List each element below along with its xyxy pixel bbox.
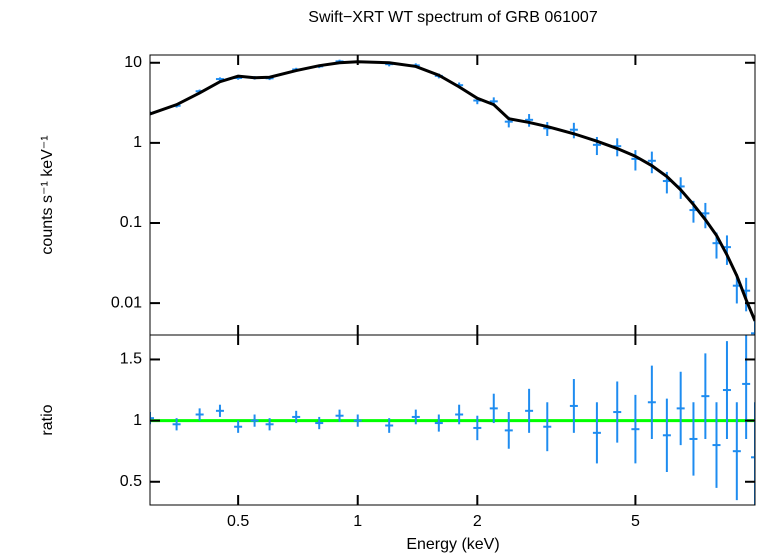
data-point xyxy=(701,202,710,229)
data-point xyxy=(385,418,394,433)
y-tick-label: 0.01 xyxy=(111,294,142,311)
data-point xyxy=(525,114,534,127)
y-tick-label: 0.1 xyxy=(120,214,142,231)
x-tick-label: 1 xyxy=(353,513,362,530)
data-point xyxy=(335,409,344,422)
x-axis-label: Energy (keV) xyxy=(406,536,499,553)
data-point xyxy=(689,402,698,476)
y-tick-label: 1.5 xyxy=(120,351,142,368)
data-point xyxy=(592,402,601,464)
data-point xyxy=(712,402,721,488)
data-point xyxy=(411,409,420,425)
y-tick-label: 0.5 xyxy=(120,473,142,490)
data-point xyxy=(569,122,578,139)
data-point xyxy=(172,418,181,431)
x-tick-label: 2 xyxy=(473,513,482,530)
data-point xyxy=(569,379,578,433)
x-tick-label: 5 xyxy=(631,513,640,530)
data-point xyxy=(265,418,274,431)
data-point xyxy=(631,394,640,464)
data-point xyxy=(543,122,552,136)
data-point xyxy=(292,410,301,424)
y-tick-label: 1 xyxy=(133,412,142,429)
y-axis-label: ratio xyxy=(39,404,56,435)
data-point xyxy=(489,393,498,424)
y-tick-label: 1 xyxy=(133,134,142,151)
data-point xyxy=(751,320,755,335)
data-point xyxy=(631,150,640,171)
plot-area xyxy=(150,335,755,505)
data-point xyxy=(613,381,622,443)
data-point xyxy=(150,412,154,425)
data-point xyxy=(195,408,204,421)
data-point xyxy=(525,388,534,433)
data-point xyxy=(647,151,656,174)
data-point xyxy=(722,341,731,439)
model-line xyxy=(150,60,755,322)
chart-title: Swift−XRT WT spectrum of GRB 061007 xyxy=(308,9,598,26)
data-point xyxy=(473,415,482,441)
data-point xyxy=(676,371,685,446)
data-point xyxy=(234,420,243,433)
data-point xyxy=(434,414,443,432)
x-tick-label: 0.5 xyxy=(227,513,249,530)
plot-area xyxy=(150,59,755,335)
data-point xyxy=(732,402,741,501)
data-point xyxy=(751,402,755,505)
data-point xyxy=(353,414,362,427)
data-point xyxy=(701,353,710,439)
data-point xyxy=(455,404,464,425)
data-point xyxy=(543,402,552,452)
data-point xyxy=(215,404,224,417)
data-point xyxy=(662,398,671,472)
data-point xyxy=(647,365,656,439)
data-point xyxy=(504,412,513,449)
data-point xyxy=(250,414,259,427)
y-tick-label: 10 xyxy=(124,54,142,71)
data-point xyxy=(315,416,324,430)
data-point xyxy=(742,335,751,439)
y-axis-label: counts s⁻¹ keV⁻¹ xyxy=(39,135,56,254)
frame xyxy=(149,54,756,336)
